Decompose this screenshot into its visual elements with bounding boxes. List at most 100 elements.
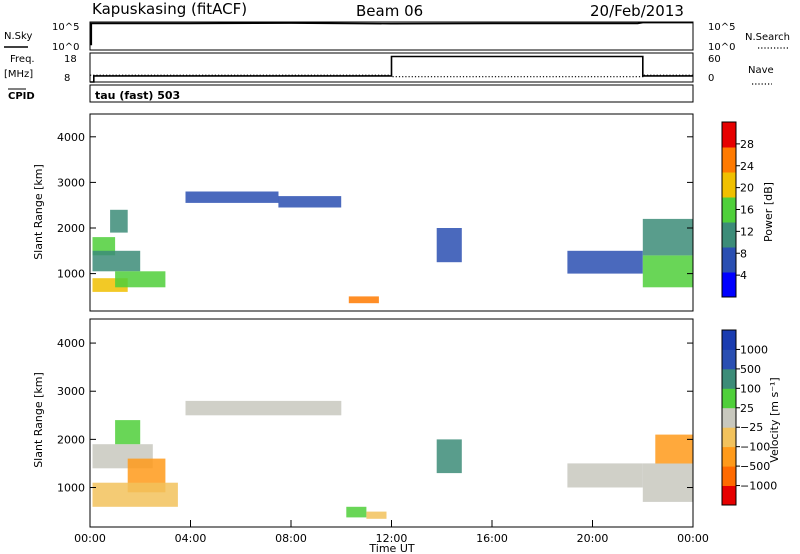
noise-ytick-left-top: 10^5 xyxy=(52,22,79,33)
colorbar-tick-label: −1000 xyxy=(740,480,777,493)
colorbar-swatch xyxy=(722,247,736,273)
data-region xyxy=(185,191,279,203)
colorbar-swatch xyxy=(722,330,736,350)
colorbar-swatch xyxy=(722,349,736,370)
x-tick-label: 12:00 xyxy=(376,532,408,545)
velocity-panel: 1000 2000 3000 4000 00:00 04:00 08:00 12:00 16:… xyxy=(32,318,781,554)
y-tick-label: 1000 xyxy=(57,482,85,495)
station-title: Kapuskasing (fitACF) xyxy=(92,0,247,18)
noise-frame xyxy=(89,21,694,51)
colorbar-swatch xyxy=(722,147,736,173)
data-region xyxy=(655,434,693,464)
data-region xyxy=(436,228,462,263)
y-tick-label: 3000 xyxy=(57,385,85,398)
freq-series-line xyxy=(90,55,693,83)
freq-unit-label: [MHz] xyxy=(4,69,33,80)
data-region xyxy=(115,420,141,445)
colorbar-tick-label: 24 xyxy=(740,160,754,173)
data-region xyxy=(366,511,387,519)
cpid-frame xyxy=(89,84,694,103)
colorbar-swatch xyxy=(722,272,736,298)
nave-ytick-bottom: 0 xyxy=(708,73,714,84)
noise-ytick-left-bottom: 10^0 xyxy=(52,42,79,53)
colorbar-swatch xyxy=(722,427,736,448)
power-marks xyxy=(92,191,694,304)
colorbar-swatch xyxy=(722,172,736,198)
y-tick-label: 2000 xyxy=(57,433,85,446)
data-region xyxy=(567,250,643,274)
nsky-label: N.Sky xyxy=(4,31,32,42)
velocity-xticks: 00:00 04:00 08:00 12:00 16:00 20:00 00:00 xyxy=(74,520,709,545)
y-tick-label: 4000 xyxy=(57,337,85,350)
x-tick-label: 04:00 xyxy=(175,532,207,545)
freq-label: Freq. xyxy=(10,54,35,65)
velocity-marks xyxy=(92,400,694,519)
colorbar-tick-label: 28 xyxy=(740,138,754,151)
colorbar-swatch xyxy=(722,122,736,148)
colorbar-tick-label: 20 xyxy=(740,182,754,195)
x-tick-label: 08:00 xyxy=(275,532,307,545)
data-region xyxy=(115,271,166,288)
colorbar-tick-label: 16 xyxy=(740,204,754,217)
colorbar-tick-label: 8 xyxy=(740,247,747,260)
data-region xyxy=(436,439,462,474)
freq-ytick-top: 18 xyxy=(64,54,77,65)
nsearch-label: N.Search xyxy=(745,32,790,43)
power-colorbar: 28 24 20 16 12 8 4 xyxy=(721,121,754,298)
colorbar-swatch xyxy=(722,407,736,428)
velocity-yticks: 1000 2000 3000 4000 xyxy=(57,337,693,495)
freq-ytick-bottom: 8 xyxy=(64,73,70,84)
data-region xyxy=(567,463,643,488)
colorbar-tick-label: −500 xyxy=(740,460,770,473)
velocity-frame xyxy=(89,318,694,528)
y-tick-label: 3000 xyxy=(57,176,85,189)
data-region xyxy=(278,196,342,208)
y-tick-label: 4000 xyxy=(57,131,85,144)
beam-title: Beam 06 xyxy=(356,2,423,20)
data-region xyxy=(110,209,128,233)
colorbar-swatch xyxy=(722,222,736,248)
velocity-xlabel: Time UT xyxy=(368,542,414,554)
power-yticks: 1000 2000 3000 4000 xyxy=(57,131,693,281)
noise-panel: N.Sky 10^5 10^0 10^5 10^0 N.Search xyxy=(4,21,790,53)
power-frame xyxy=(89,113,694,312)
power-colorbar-label: Power [dB] xyxy=(762,182,775,242)
velocity-colorbar: 1000 500 100 25 −25 −100 −500 −1000 xyxy=(721,329,777,506)
noise-ytick-right-top: 10^5 xyxy=(708,22,735,33)
colorbar-frame xyxy=(721,329,737,506)
x-tick-label: 00:00 xyxy=(74,532,106,545)
colorbar-tick-label: −25 xyxy=(740,421,763,434)
colorbar-tick-label: 12 xyxy=(740,225,754,238)
colorbar-swatch xyxy=(722,485,736,506)
colorbar-tick-label: 500 xyxy=(740,363,761,376)
data-region xyxy=(346,506,367,518)
colorbar-swatch xyxy=(722,466,736,486)
data-region xyxy=(642,463,694,502)
data-region xyxy=(348,296,379,304)
colorbar-tick-label: 100 xyxy=(740,382,761,395)
x-tick-label: 00:00 xyxy=(677,532,709,545)
nave-ytick-top: 60 xyxy=(708,54,721,65)
power-ylabel: Slant Range [km] xyxy=(32,164,45,260)
data-region xyxy=(642,255,694,288)
freq-panel: Freq. [MHz] 18 8 60 0 Nave xyxy=(4,52,774,85)
colorbar-tick-label: 25 xyxy=(740,402,754,415)
data-region xyxy=(92,482,178,507)
colorbar-tick-label: 4 xyxy=(740,269,747,282)
data-region xyxy=(642,218,694,256)
colorbar-swatch xyxy=(722,197,736,223)
data-region xyxy=(185,400,342,416)
x-tick-label: 16:00 xyxy=(476,532,508,545)
x-tick-label: 20:00 xyxy=(577,532,609,545)
cpid-text: tau (fast) 503 xyxy=(95,89,180,102)
nave-label: Nave xyxy=(748,65,774,76)
colorbar-swatch xyxy=(722,446,736,467)
cpid-label: CPID xyxy=(8,91,35,102)
velocity-ylabel: Slant Range [km] xyxy=(32,372,45,468)
power-panel: 1000 2000 3000 4000 Slant Range [km] 28 24 20… xyxy=(32,113,775,312)
freq-frame xyxy=(89,52,694,83)
colorbar-swatch xyxy=(722,388,736,409)
colorbar-swatch xyxy=(722,368,736,389)
colorbar-tick-label: −100 xyxy=(740,441,770,454)
